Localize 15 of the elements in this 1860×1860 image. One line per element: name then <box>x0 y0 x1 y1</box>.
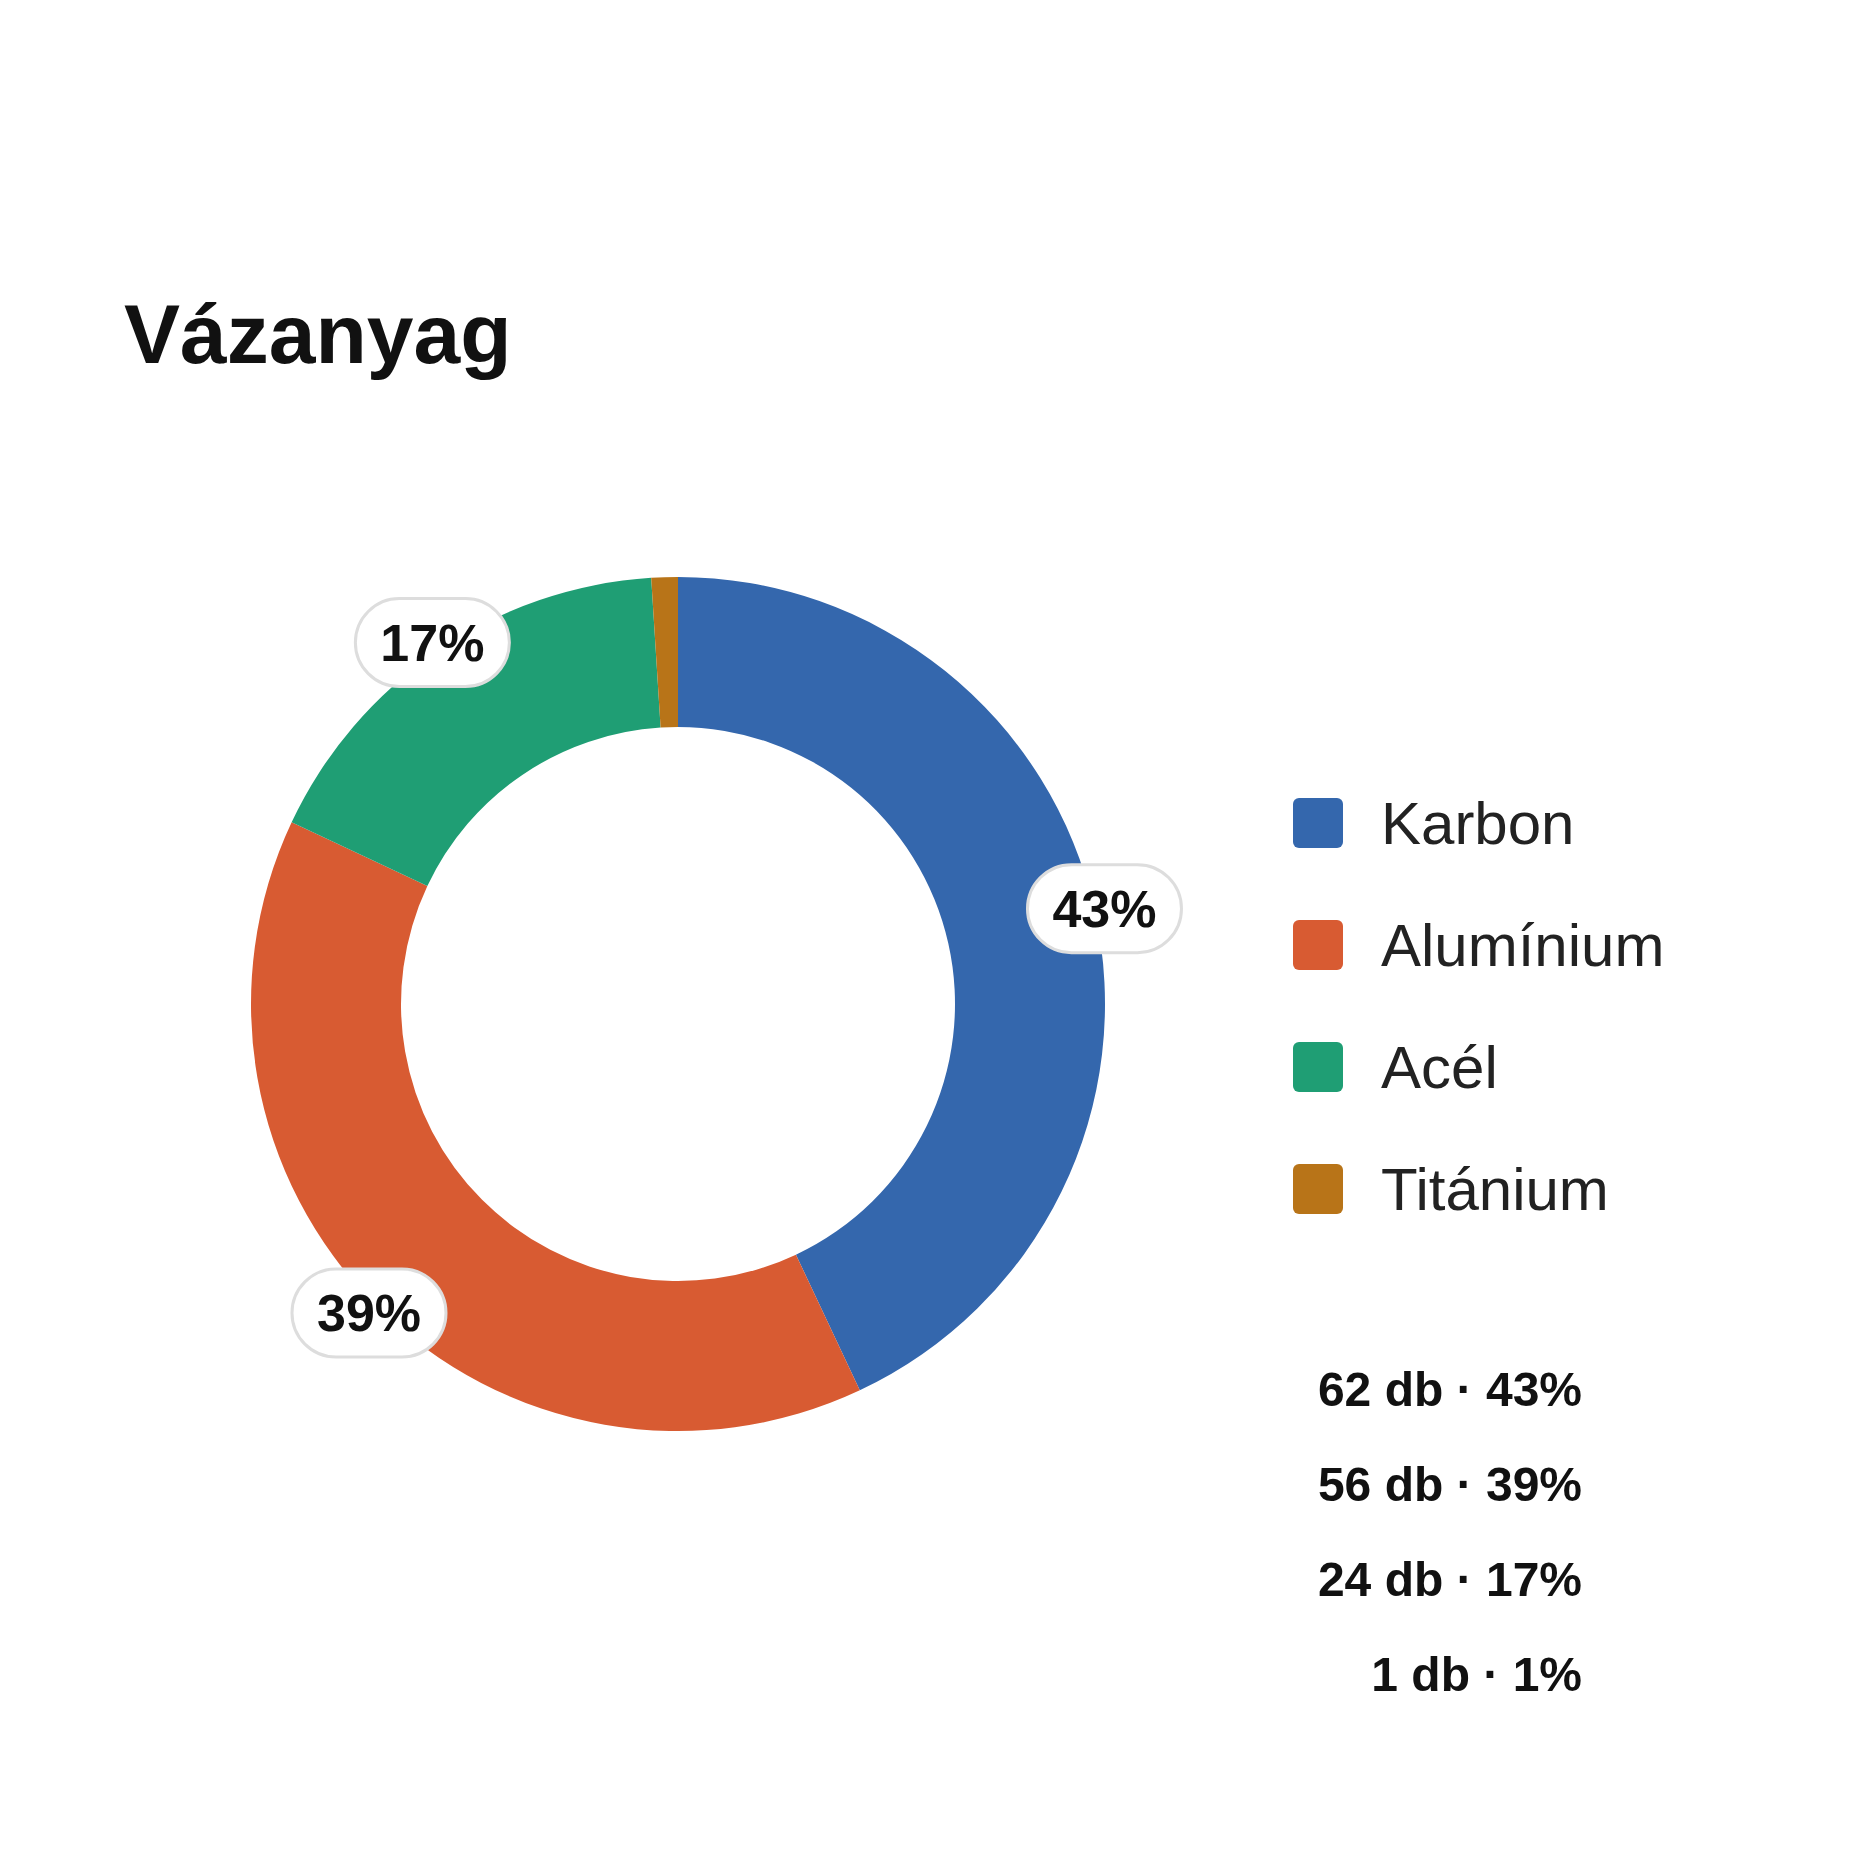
text: 24 db · 17% <box>1317 1553 1582 1606</box>
data-label: 17% <box>380 613 485 672</box>
legend-label: Karbon <box>1381 790 1575 857</box>
legend-label: Alumínium <box>1381 912 1665 979</box>
legend-label: Titánium <box>1381 1156 1609 1223</box>
donut-slice <box>291 577 661 887</box>
text: 62 db · 43% <box>1317 1363 1582 1416</box>
text: 56 db · 39% <box>1317 1458 1582 1511</box>
chart-title: Vázanyag <box>124 287 512 381</box>
donut-slice <box>251 822 860 1431</box>
data-label: 39% <box>316 1284 422 1343</box>
donut-slice <box>651 577 678 728</box>
text: 1 db · 1% <box>1371 1648 1582 1701</box>
legend-label: Acél <box>1381 1034 1498 1101</box>
data-label: 43% <box>1052 879 1157 938</box>
